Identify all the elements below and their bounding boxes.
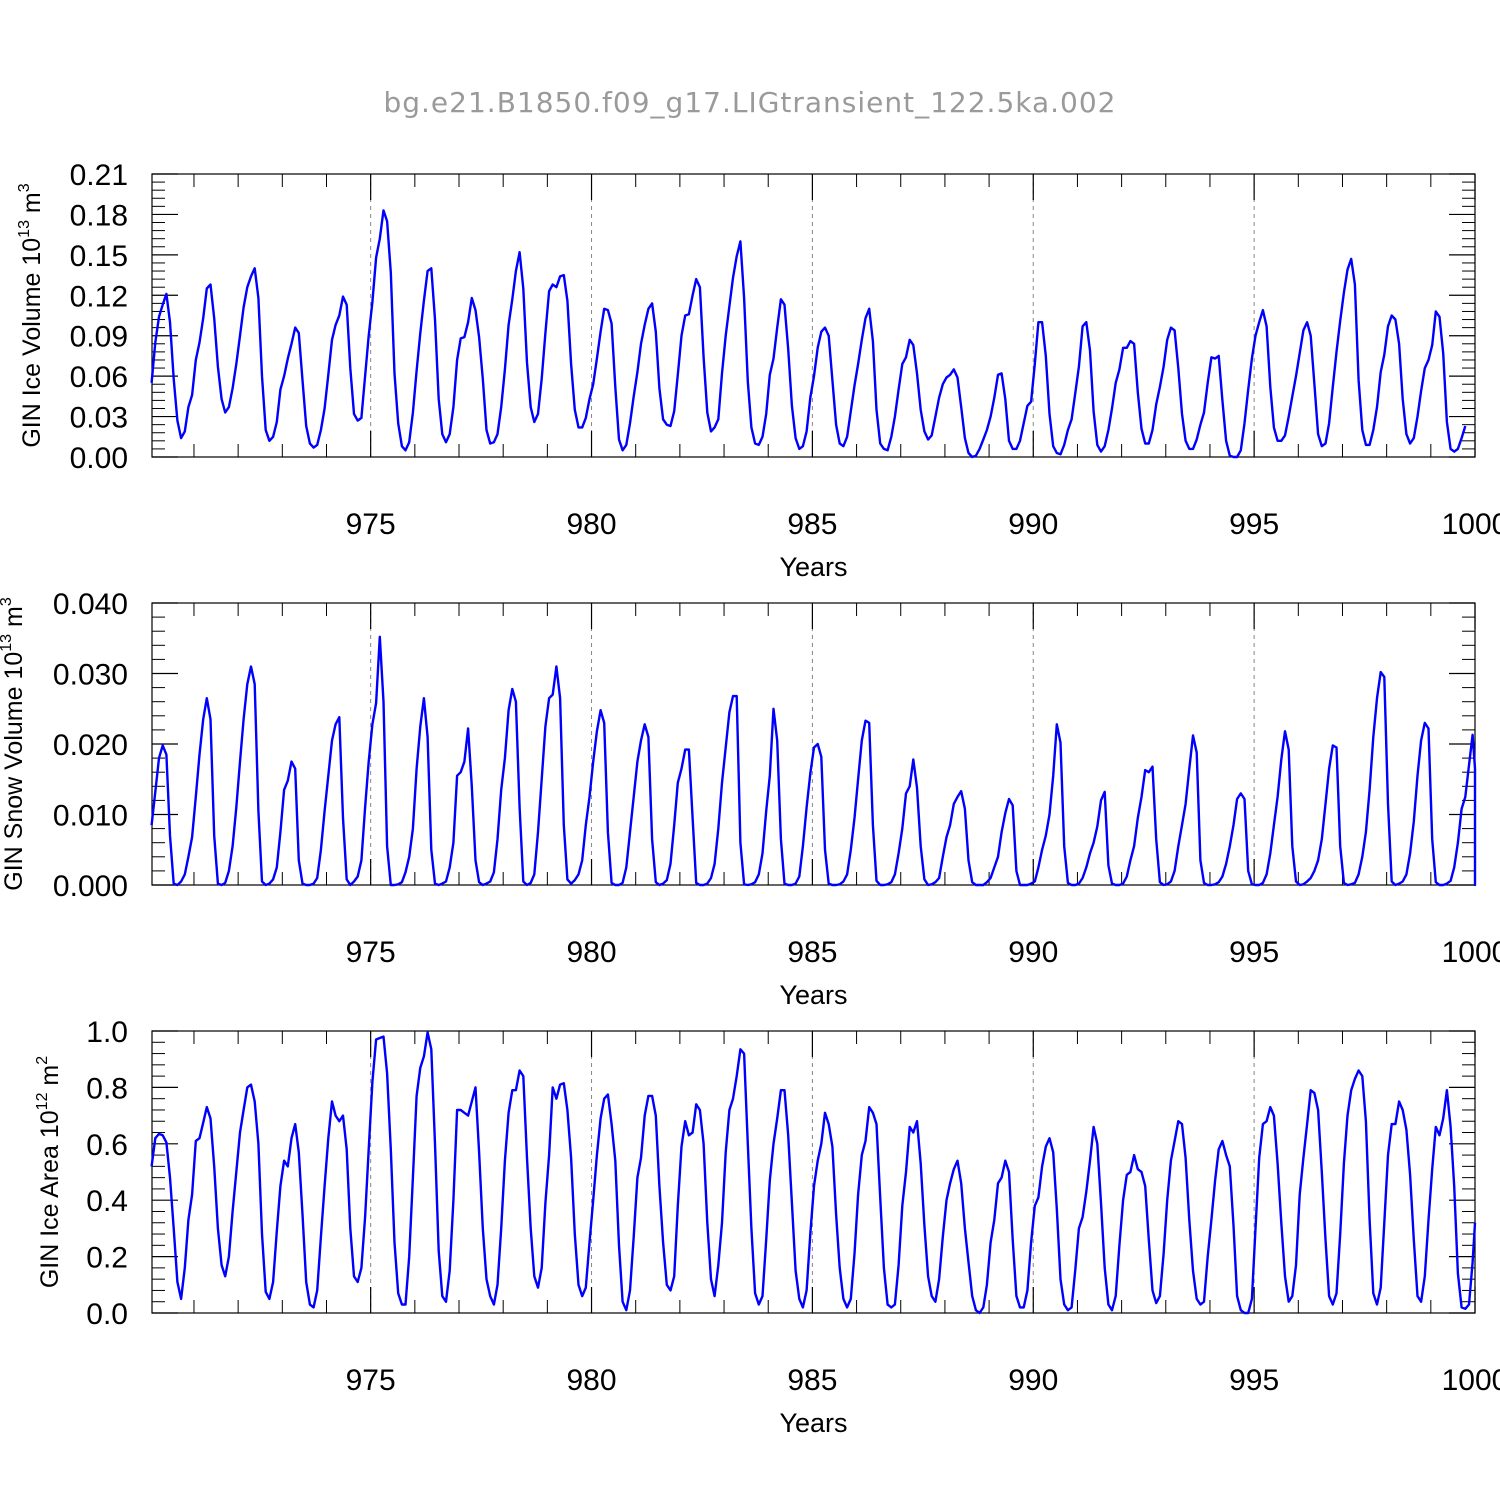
x-tick-label: 990 xyxy=(1008,936,1058,969)
x-tick-label: 980 xyxy=(566,1364,616,1397)
y-axis-label: GIN Ice Area 1012 m2 xyxy=(34,1056,64,1288)
panel-1: 0.00 0.03 0.06 0.09 0.12 0.15 0.18 0.21 975 980 98… xyxy=(16,159,1500,582)
y-tick-label: 1.0 xyxy=(86,1016,128,1049)
x-tick-label: 1000 xyxy=(1442,936,1500,969)
x-tick-label: 995 xyxy=(1229,508,1279,541)
x-axis-label: Years xyxy=(779,980,847,1010)
plot-frame xyxy=(151,1030,1476,1314)
plot-frame xyxy=(151,602,1476,886)
plot-frame xyxy=(151,173,1476,458)
y-axis-label: GIN Ice Volume 1013 m3 xyxy=(16,183,46,447)
x-axis-label: Years xyxy=(779,552,847,582)
y-tick-label: 0.4 xyxy=(86,1185,128,1218)
x-tick-label: 995 xyxy=(1229,936,1279,969)
x-tick-label: 990 xyxy=(1008,508,1058,541)
x-tick-label: 985 xyxy=(787,1364,837,1397)
x-tick-label: 985 xyxy=(787,936,837,969)
x-tick-label: 975 xyxy=(346,936,396,969)
x-tick-label: 980 xyxy=(566,936,616,969)
x-tick-label: 990 xyxy=(1008,1364,1058,1397)
y-tick-label: 0.09 xyxy=(70,321,128,354)
x-tick-label: 975 xyxy=(346,508,396,541)
y-axis-label: GIN Snow Volume 1013 m3 xyxy=(0,597,28,891)
y-tick-label: 0.0 xyxy=(86,1298,128,1331)
x-tick-label: 985 xyxy=(787,508,837,541)
y-tick-label: 0.2 xyxy=(86,1242,128,1275)
x-tick-label: 980 xyxy=(566,508,616,541)
y-tick-label: 0.18 xyxy=(70,199,128,232)
y-tick-label: 0.000 xyxy=(53,870,128,903)
y-tick-label: 0.010 xyxy=(53,800,128,833)
y-tick-label: 0.15 xyxy=(70,240,128,273)
y-tick-label: 0.040 xyxy=(53,588,128,621)
x-tick-label: 1000 xyxy=(1442,1364,1500,1397)
panel-3: 0.0 0.2 0.4 0.6 0.8 1.0 975 980 985 990 995 1000 Yea… xyxy=(34,1016,1500,1438)
y-tick-label: 0.00 xyxy=(70,442,128,475)
y-tick-label: 0.21 xyxy=(70,159,128,192)
panel-2: 0.000 0.010 0.020 0.030 0.040 975 980 985 990 995… xyxy=(0,588,1500,1010)
x-tick-label: 1000 xyxy=(1442,508,1500,541)
x-tick-label: 995 xyxy=(1229,1364,1279,1397)
series-line xyxy=(150,635,1477,887)
y-tick-label: 0.020 xyxy=(53,729,128,762)
chart-panels: 0.00 0.03 0.06 0.09 0.12 0.15 0.18 0.21 975 980 98… xyxy=(0,159,1500,1438)
x-tick-label: 975 xyxy=(346,1364,396,1397)
chart-title: bg.e21.B1850.f09_g17.LIGtransient_122.5k… xyxy=(383,86,1116,119)
y-tick-label: 0.03 xyxy=(70,402,128,435)
y-tick-label: 0.030 xyxy=(53,659,128,692)
y-tick-label: 0.12 xyxy=(70,280,128,313)
x-axis-label: Years xyxy=(779,1408,847,1438)
y-tick-label: 0.06 xyxy=(70,361,128,394)
y-tick-label: 0.6 xyxy=(86,1129,128,1162)
series-line xyxy=(150,1031,1477,1315)
y-tick-label: 0.8 xyxy=(86,1072,128,1105)
series-line xyxy=(150,209,1467,459)
